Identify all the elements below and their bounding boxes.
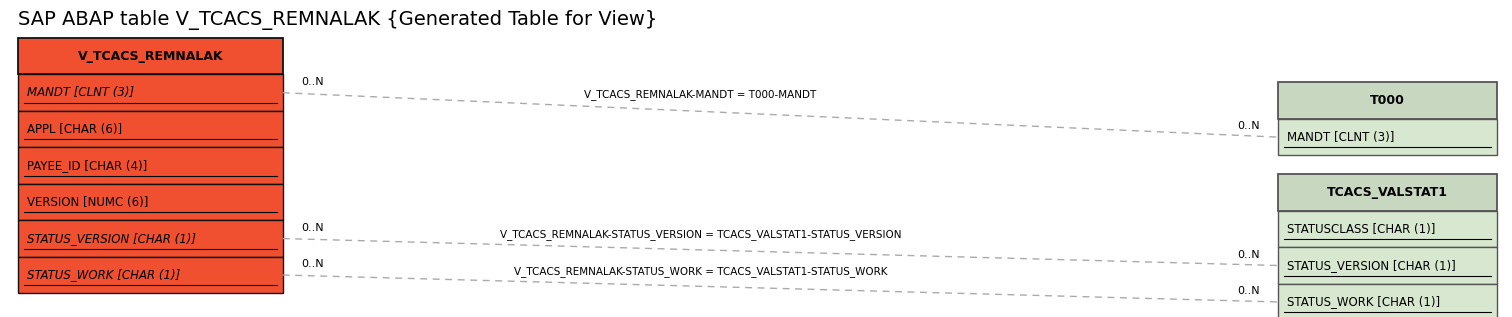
FancyBboxPatch shape: [1278, 211, 1497, 247]
Text: 0..N: 0..N: [301, 223, 324, 233]
Text: STATUS_VERSION [CHAR (1)]: STATUS_VERSION [CHAR (1)]: [1287, 259, 1456, 272]
FancyBboxPatch shape: [18, 220, 283, 257]
FancyBboxPatch shape: [18, 257, 283, 293]
FancyBboxPatch shape: [1278, 119, 1497, 155]
FancyBboxPatch shape: [1278, 174, 1497, 211]
FancyBboxPatch shape: [1278, 82, 1497, 119]
Text: STATUS_VERSION [CHAR (1)]: STATUS_VERSION [CHAR (1)]: [27, 232, 197, 245]
Text: STATUSCLASS [CHAR (1)]: STATUSCLASS [CHAR (1)]: [1287, 223, 1435, 236]
Text: T000: T000: [1370, 94, 1405, 107]
FancyBboxPatch shape: [18, 147, 283, 184]
Text: 0..N: 0..N: [301, 77, 324, 87]
FancyBboxPatch shape: [18, 111, 283, 147]
Text: V_TCACS_REMNALAK-STATUS_VERSION = TCACS_VALSTAT1-STATUS_VERSION: V_TCACS_REMNALAK-STATUS_VERSION = TCACS_…: [500, 230, 901, 240]
Text: MANDT [CLNT (3)]: MANDT [CLNT (3)]: [27, 86, 135, 99]
FancyBboxPatch shape: [18, 184, 283, 220]
Text: 0..N: 0..N: [301, 259, 324, 269]
FancyBboxPatch shape: [18, 74, 283, 111]
Text: V_TCACS_REMNALAK-MANDT = T000-MANDT: V_TCACS_REMNALAK-MANDT = T000-MANDT: [585, 89, 816, 100]
Text: MANDT [CLNT (3)]: MANDT [CLNT (3)]: [1287, 131, 1394, 144]
FancyBboxPatch shape: [1278, 247, 1497, 284]
Text: 0..N: 0..N: [1237, 250, 1259, 260]
Text: 0..N: 0..N: [1237, 286, 1259, 296]
Text: PAYEE_ID [CHAR (4)]: PAYEE_ID [CHAR (4)]: [27, 159, 148, 172]
Text: TCACS_VALSTAT1: TCACS_VALSTAT1: [1326, 186, 1448, 199]
Text: APPL [CHAR (6)]: APPL [CHAR (6)]: [27, 123, 122, 136]
Text: 0..N: 0..N: [1237, 121, 1259, 131]
FancyBboxPatch shape: [1278, 284, 1497, 317]
Text: STATUS_WORK [CHAR (1)]: STATUS_WORK [CHAR (1)]: [27, 268, 180, 281]
Text: VERSION [NUMC (6)]: VERSION [NUMC (6)]: [27, 196, 148, 209]
Text: V_TCACS_REMNALAK: V_TCACS_REMNALAK: [77, 50, 224, 63]
FancyBboxPatch shape: [18, 38, 283, 74]
Text: V_TCACS_REMNALAK-STATUS_WORK = TCACS_VALSTAT1-STATUS_WORK: V_TCACS_REMNALAK-STATUS_WORK = TCACS_VAL…: [514, 266, 888, 277]
Text: SAP ABAP table V_TCACS_REMNALAK {Generated Table for View}: SAP ABAP table V_TCACS_REMNALAK {Generat…: [18, 10, 658, 29]
Text: STATUS_WORK [CHAR (1)]: STATUS_WORK [CHAR (1)]: [1287, 295, 1439, 308]
